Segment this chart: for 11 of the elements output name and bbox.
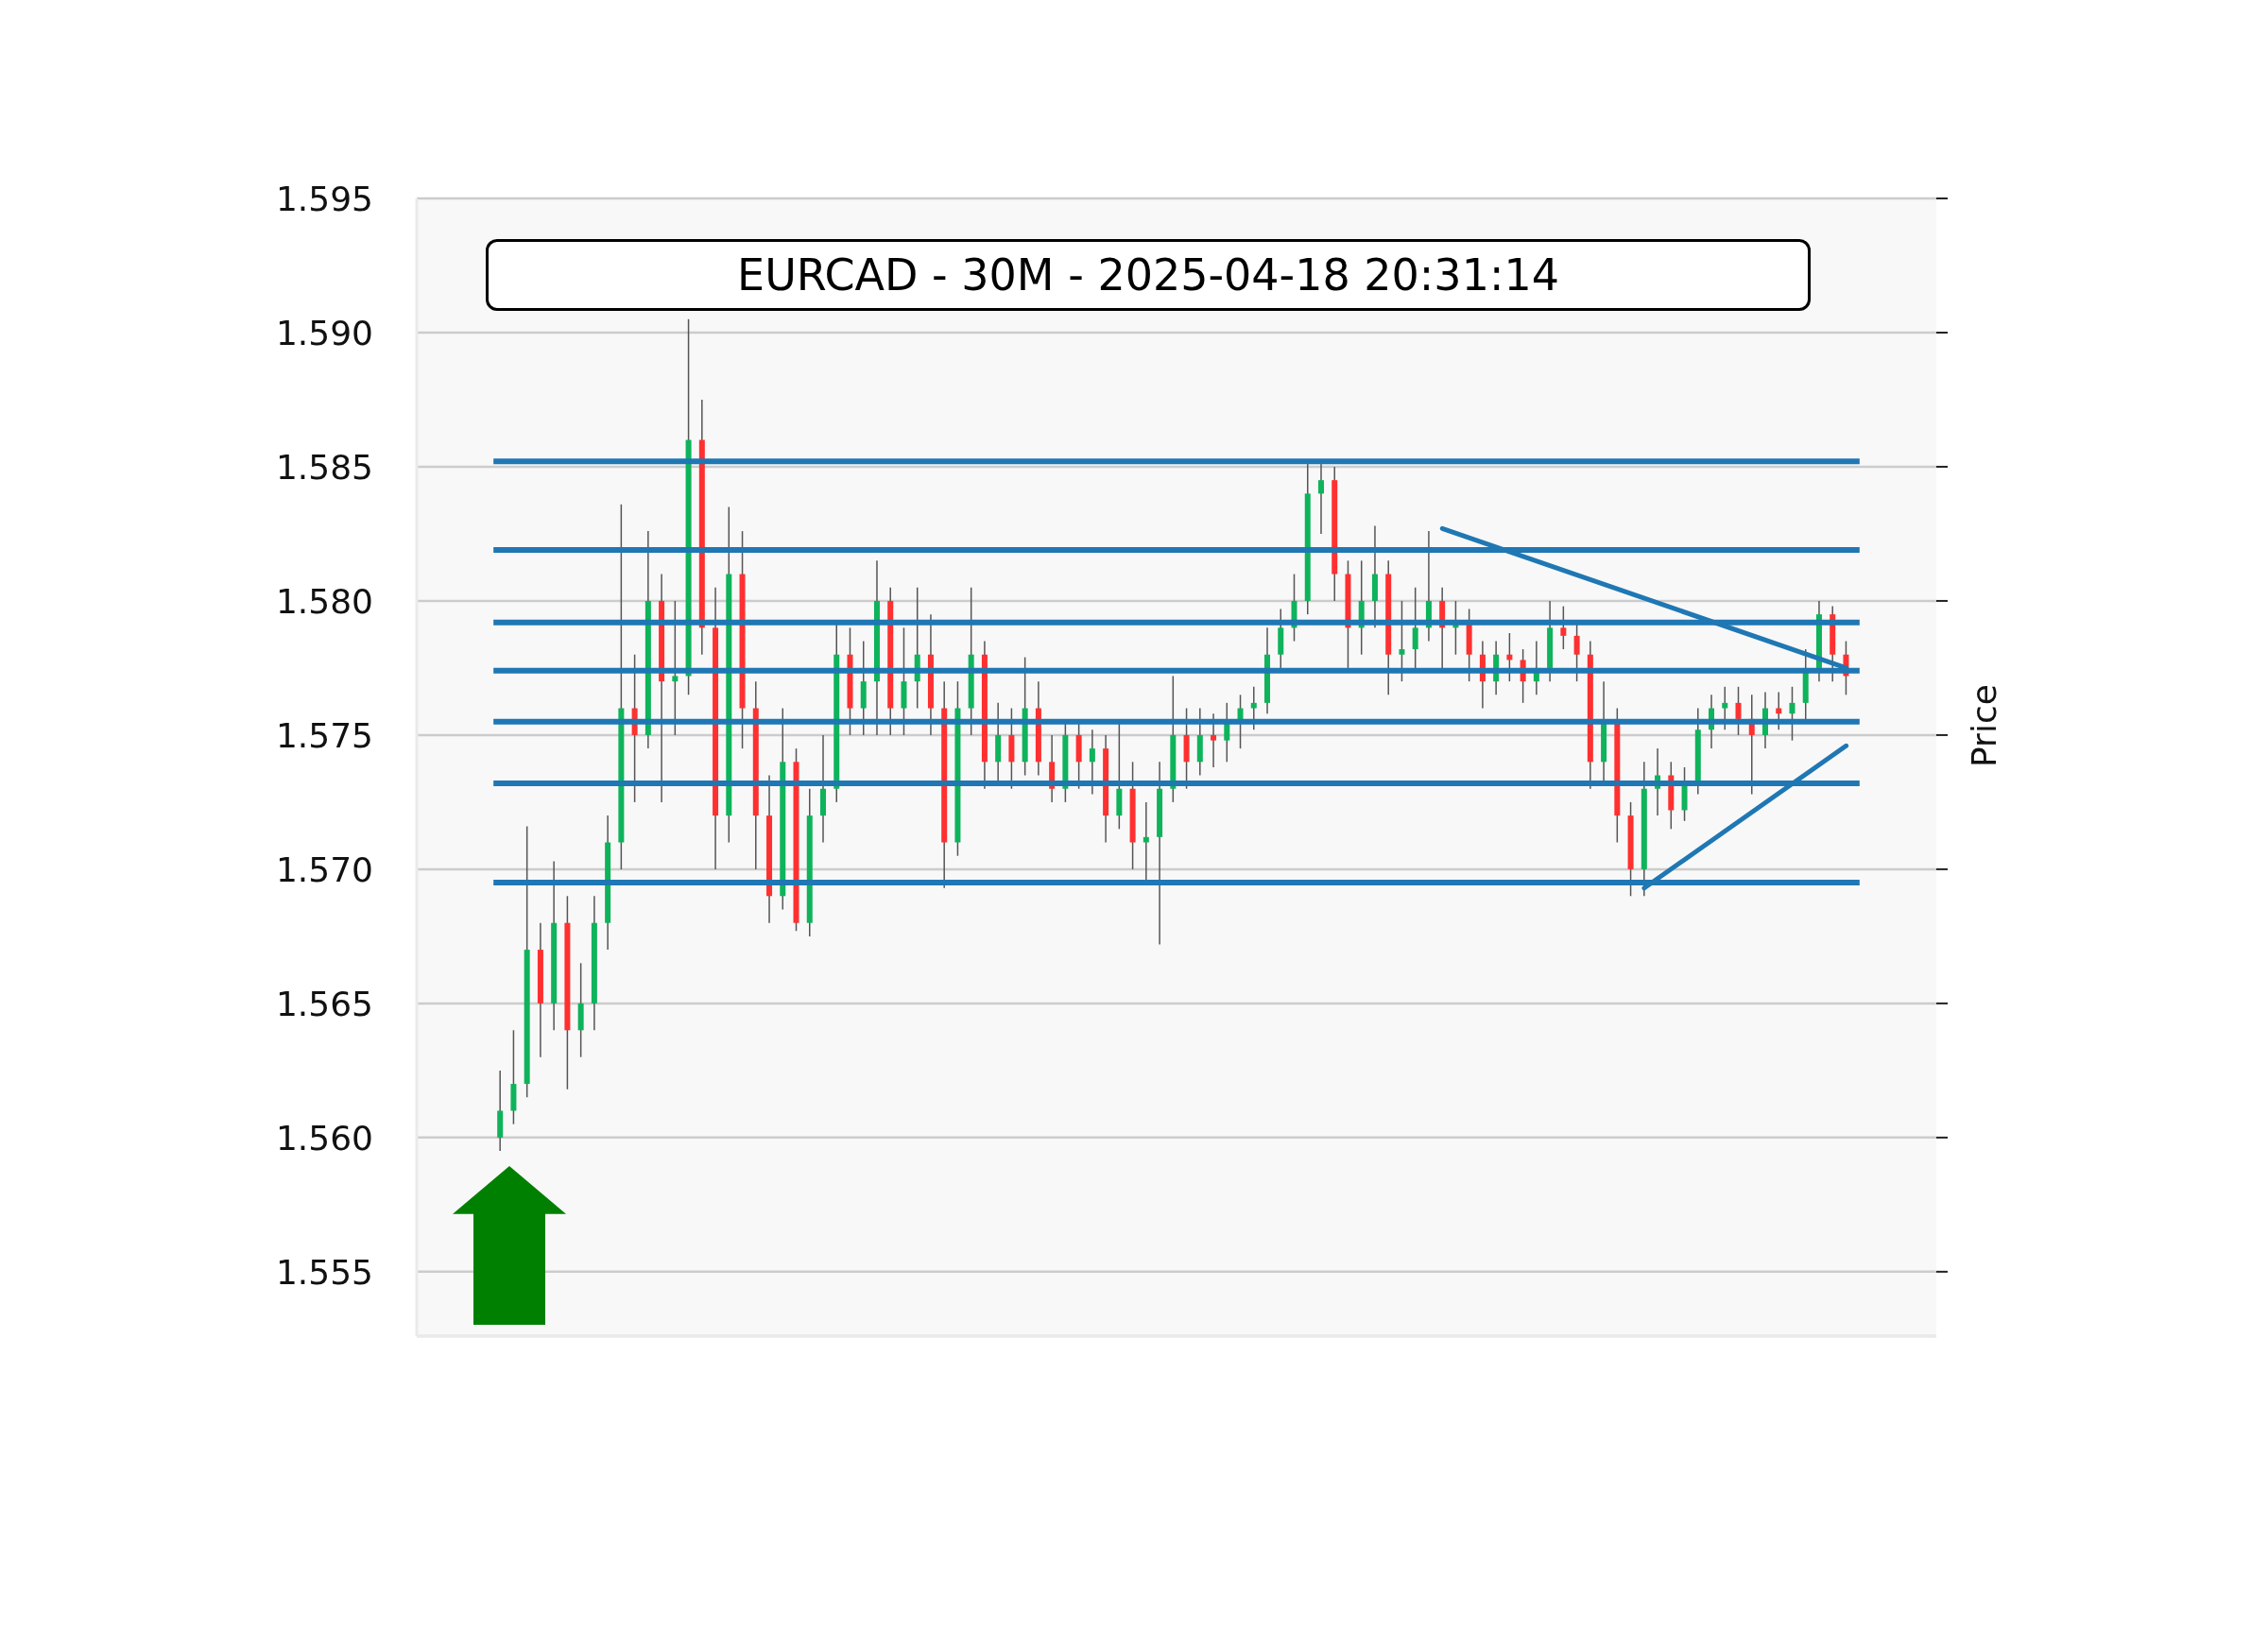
y-tick-label: 1.595: [275, 179, 373, 218]
y-tick-label: 1.570: [275, 849, 373, 889]
y-tick-label: 1.560: [275, 1118, 373, 1158]
y-tick-label: 1.565: [275, 984, 373, 1023]
y-tick-label: 1.555: [275, 1252, 373, 1292]
y-tick-label: 1.590: [275, 313, 373, 352]
y-tick-label: 1.580: [275, 581, 373, 621]
title-box: EURCAD - 30M - 2025-04-18 20:31:14: [486, 239, 1811, 311]
y-tick-label: 1.575: [275, 715, 373, 755]
y-tick-label: 1.585: [275, 447, 373, 487]
y-axis-title: Price: [1964, 684, 2003, 767]
